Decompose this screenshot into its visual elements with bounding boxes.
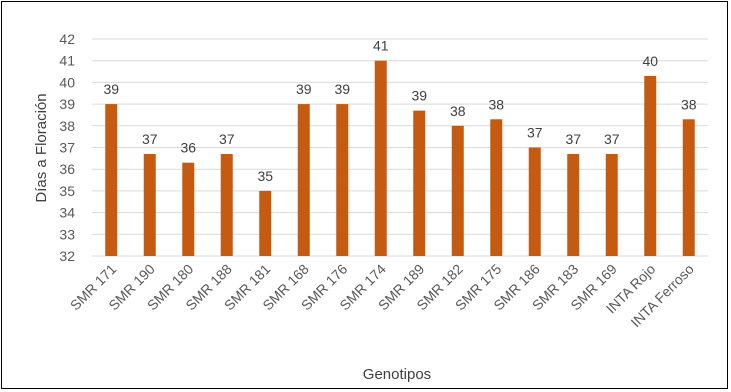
data-label: 35 (257, 168, 273, 184)
bar (297, 104, 310, 256)
y-tick-label: 34 (59, 205, 75, 221)
bar (451, 125, 464, 256)
y-tick-label: 40 (59, 74, 75, 90)
bar (528, 147, 541, 256)
bar (374, 60, 387, 257)
bar (413, 110, 426, 256)
y-tick-label: 36 (59, 161, 75, 177)
data-label: 39 (296, 81, 312, 97)
y-axis-title: Días a Floración (33, 93, 50, 202)
bar (567, 154, 580, 256)
data-label: 37 (604, 131, 620, 147)
bars (105, 60, 695, 257)
data-label: 36 (180, 140, 196, 156)
bar (490, 119, 503, 256)
y-tick-label: 32 (59, 248, 75, 264)
gridlines (92, 38, 708, 257)
data-label: 39 (103, 81, 119, 97)
bar (644, 75, 657, 256)
data-label: 39 (334, 81, 350, 97)
bar (336, 104, 349, 256)
y-tick-label: 33 (59, 226, 75, 242)
data-label: 40 (642, 53, 658, 69)
data-label: 37 (565, 131, 581, 147)
data-label: 38 (450, 103, 466, 119)
y-tick-label: 35 (59, 183, 75, 199)
data-label: 37 (527, 125, 543, 141)
bar (682, 119, 695, 256)
data-label: 38 (488, 96, 504, 112)
y-tick-label: 42 (59, 31, 75, 47)
y-tick-label: 37 (59, 140, 75, 156)
data-label: 39 (411, 88, 427, 104)
bar (182, 162, 195, 256)
bar (220, 154, 233, 256)
bar (105, 104, 118, 256)
y-tick-label: 39 (59, 96, 75, 112)
bar (605, 154, 618, 256)
y-axis-ticks: 32 33 34 35 36 37 38 39 40 41 42 (59, 31, 75, 264)
data-labels: 39 37 36 37 35 39 39 41 39 38 38 37 37 37 40 38 (103, 38, 696, 184)
x-axis-title: Genotipos (363, 366, 431, 383)
y-tick-label: 38 (59, 118, 75, 134)
data-label: 38 (681, 96, 697, 112)
data-label: 41 (373, 38, 389, 54)
y-tick-label: 41 (59, 53, 75, 69)
bar (259, 190, 272, 256)
data-label: 37 (219, 131, 235, 147)
data-label: 37 (142, 131, 158, 147)
bar (143, 154, 156, 256)
